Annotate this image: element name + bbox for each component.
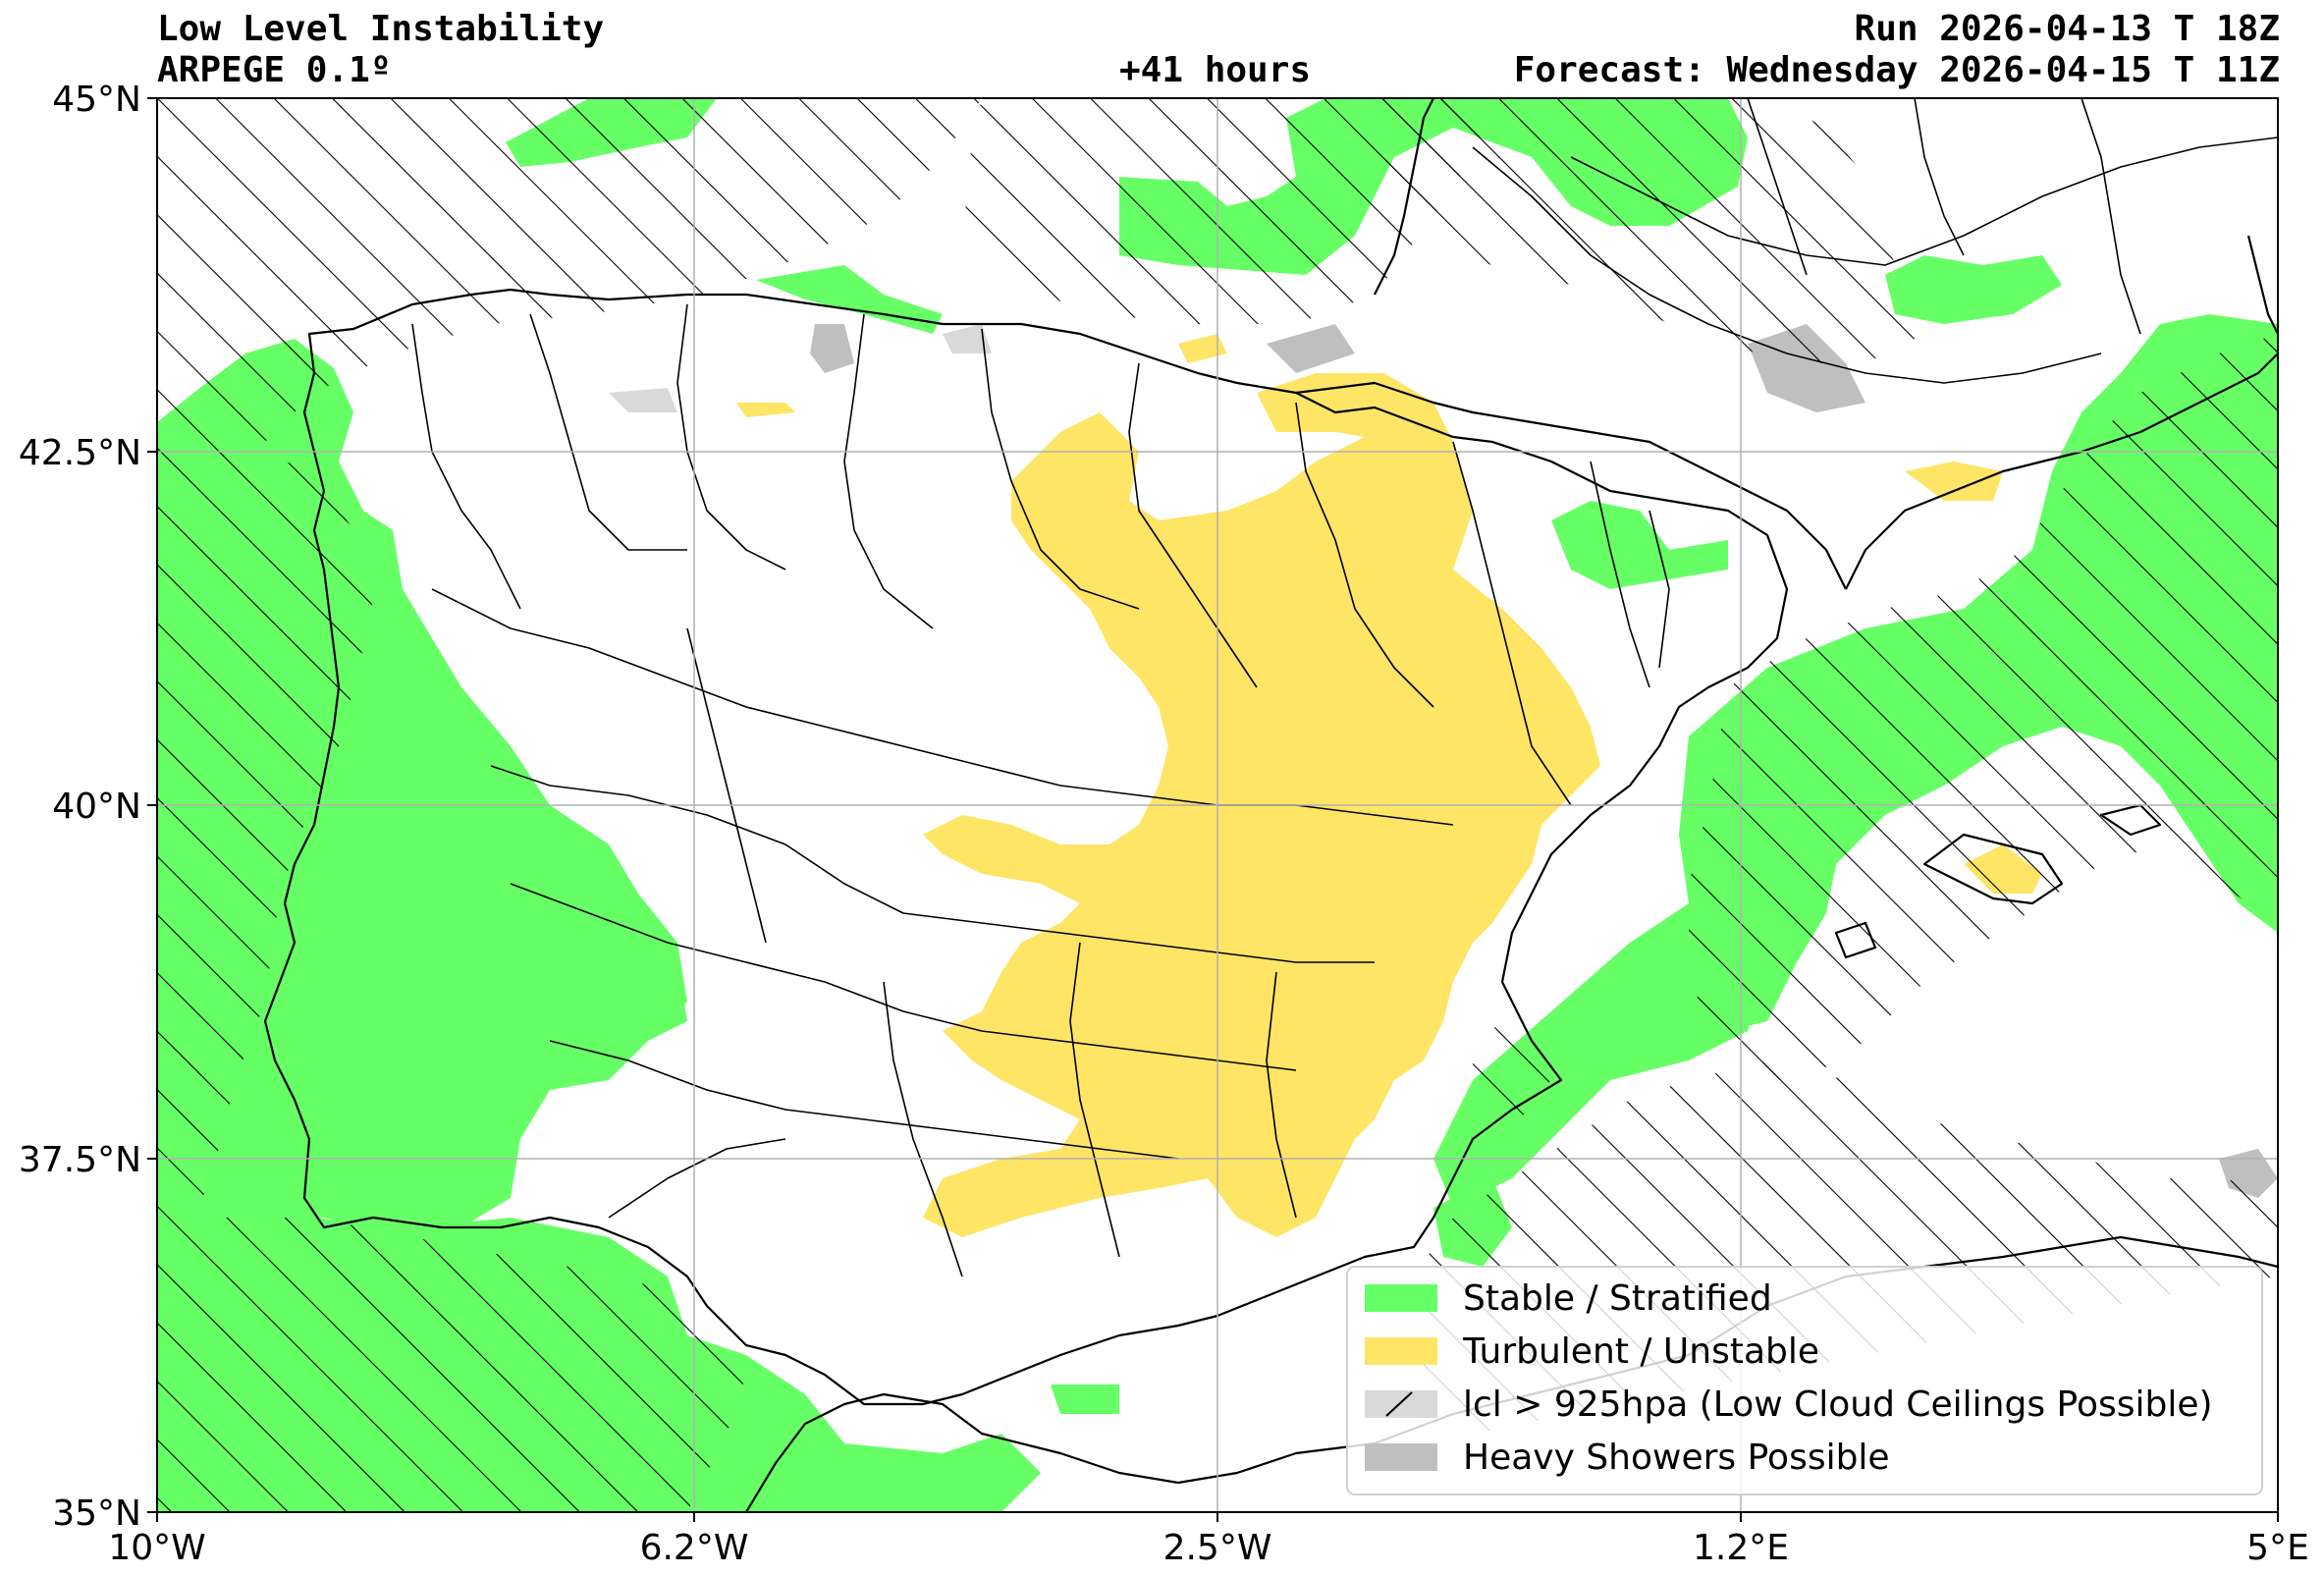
legend-swatch-showers [1365,1443,1437,1471]
chart-title: Low Level Instability [157,9,605,49]
legend: Stable / Stratified Turbulent / Unstable… [1346,1266,2263,1495]
lcl-region-layer [609,324,992,412]
legend-swatch-lcl-hatch [1385,1391,1413,1417]
legend-swatch-unstable [1365,1337,1437,1365]
legend-label-stable: Stable / Stratified [1463,1278,1772,1319]
map-area [157,98,2278,1512]
stable-region-valencia [1433,903,1757,1208]
province-borders-layer [411,98,2278,1277]
stable-region-alboran [1051,1385,1119,1414]
lon-tick-label: 5°E [2246,1528,2309,1568]
unstable-region-ebro [1257,373,1453,442]
hatch-region-france [1375,98,1924,363]
hatch-region-portugal [157,452,373,1218]
corsica-outline [2246,235,2278,335]
iberia-coastline [263,288,1789,1406]
lat-tick-label: 37.5°N [19,1140,141,1180]
hatch-region-murcia [1473,1021,1551,1129]
stable-region-andorra-east [1885,255,2062,324]
lon-tick-label: 10°W [108,1528,205,1568]
legend-swatch-stable [1365,1284,1437,1312]
unstable-region-catalonia [1905,462,2003,501]
lcl-hatching-layer [157,98,2278,1512]
lon-tick-label: 1.2°E [1693,1528,1789,1568]
hatch-region-northwest [157,98,982,462]
hatch-region-southwest [157,1218,746,1512]
unstable-region-west [736,403,795,417]
legend-label-unstable: Turbulent / Unstable [1462,1331,1819,1372]
hatch-region-catalonia [1689,334,2278,1080]
unstable-region-central [923,412,1600,1237]
legend-swatch-lcl [1365,1390,1437,1418]
unstable-region-castile [1178,334,1227,363]
lead-time: +41 hours [1119,50,1312,90]
showers-region-basque [1267,324,1355,373]
lon-tick-labels: 10°W 6.2°W 2.5°W 1.2°E 5°E [108,1528,2309,1568]
forecast-time: Forecast: Wednesday 2026-04-15 T 11Z [1513,50,2280,90]
lat-tick-label: 40°N [52,787,141,827]
lon-tick-label: 2.5°W [1163,1528,1272,1568]
lat-tick-label: 35°N [52,1494,141,1534]
model-label: ARPEGE 0.1º [157,50,392,90]
legend-label-showers: Heavy Showers Possible [1463,1438,1890,1478]
lcl-region-asturias [943,324,992,353]
lat-tick-labels: 45°N 42.5°N 40°N 37.5°N 35°N [19,80,141,1534]
run-time: Run 2026-04-13 T 18Z [1854,9,2280,49]
hatch-region-biscay [962,98,1492,324]
lat-tick-label: 42.5°N [19,433,141,473]
legend-label-lcl: lcl > 925hpa (Low Cloud Ceilings Possibl… [1463,1385,2213,1425]
stable-region-pyrenees [1551,501,1728,589]
lcl-region-leon [609,388,677,412]
showers-region-cantabria [810,324,854,373]
stable-region-extremadura [530,864,687,1041]
france-border [1295,381,1847,590]
legend-box [1346,1266,2263,1495]
lat-tick-label: 45°N [52,80,141,120]
lon-tick-label: 6.2°W [640,1528,749,1568]
tick-marks [147,97,2279,1522]
